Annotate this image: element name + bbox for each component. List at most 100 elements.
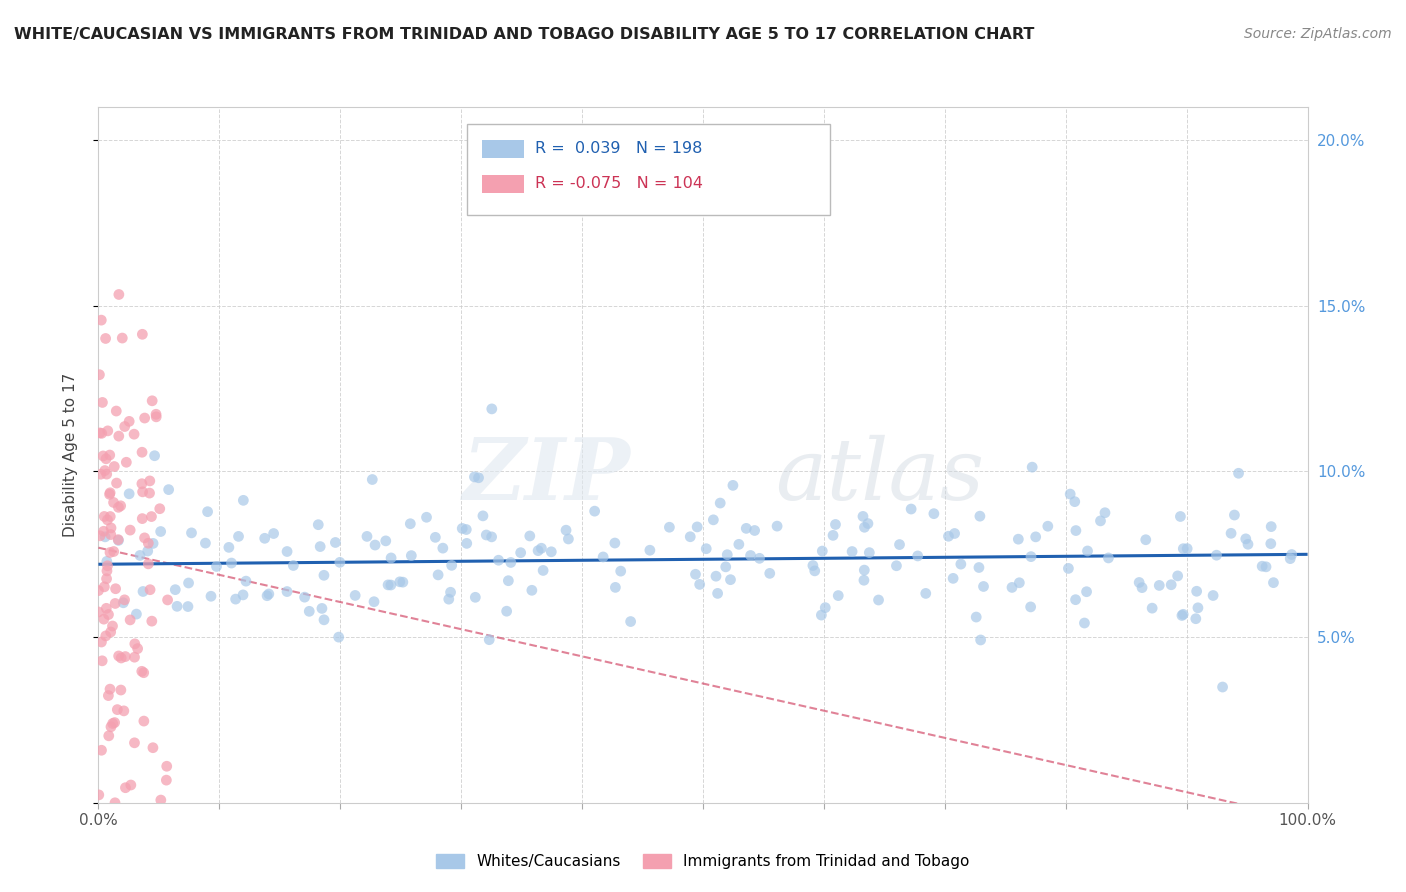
Point xyxy=(440,558,463,573)
Point xyxy=(1170,509,1192,524)
Point xyxy=(1212,680,1234,694)
Point xyxy=(889,538,911,552)
Point xyxy=(686,520,709,534)
Point xyxy=(124,650,146,665)
Point xyxy=(107,648,129,663)
Point xyxy=(104,796,127,810)
Point xyxy=(695,541,717,556)
Point xyxy=(1135,533,1157,547)
Point xyxy=(1281,548,1303,562)
Point xyxy=(583,504,606,518)
Point xyxy=(401,549,423,563)
Point xyxy=(1057,561,1080,575)
Point xyxy=(361,473,384,487)
Point xyxy=(165,582,187,597)
Point xyxy=(481,401,503,416)
Point xyxy=(886,558,908,573)
Point xyxy=(1185,612,1208,626)
Point xyxy=(841,544,863,558)
Point xyxy=(456,523,478,537)
Point xyxy=(488,553,510,567)
Text: R =  0.039   N = 198: R = 0.039 N = 198 xyxy=(534,141,703,156)
Point xyxy=(329,555,352,569)
Point xyxy=(145,409,167,424)
Point xyxy=(98,545,121,559)
Point xyxy=(136,557,159,571)
Point xyxy=(96,564,118,578)
Point xyxy=(827,589,849,603)
Point xyxy=(96,554,118,568)
Point xyxy=(689,577,711,591)
Point xyxy=(96,513,118,527)
Point xyxy=(200,589,222,603)
Point xyxy=(520,583,543,598)
Point xyxy=(702,513,724,527)
Point xyxy=(94,629,117,643)
Point xyxy=(232,588,254,602)
Point xyxy=(114,592,136,607)
Point xyxy=(276,544,298,558)
Point xyxy=(91,449,114,463)
Point xyxy=(1237,537,1260,551)
Point xyxy=(131,665,153,679)
Point xyxy=(1227,467,1250,481)
Point xyxy=(868,593,890,607)
Point xyxy=(679,530,702,544)
Point xyxy=(218,541,240,555)
Point xyxy=(110,499,132,513)
Point xyxy=(900,502,922,516)
Point xyxy=(104,597,127,611)
Point xyxy=(388,574,411,589)
Point xyxy=(478,632,501,647)
Point xyxy=(531,564,554,578)
Point xyxy=(1007,532,1029,546)
Point xyxy=(852,509,875,524)
Point xyxy=(96,558,118,573)
Point xyxy=(107,533,129,547)
Point xyxy=(118,487,141,501)
Point xyxy=(194,536,217,550)
Text: WHITE/CAUCASIAN VS IMMIGRANTS FROM TRINIDAD AND TOBAGO DISABILITY AGE 5 TO 17 CO: WHITE/CAUCASIAN VS IMMIGRANTS FROM TRINI… xyxy=(14,27,1035,42)
Point xyxy=(1202,589,1225,603)
Point xyxy=(124,736,146,750)
Point xyxy=(1173,607,1195,622)
Point xyxy=(721,478,744,492)
Point xyxy=(141,614,163,628)
Point xyxy=(110,683,132,698)
Point xyxy=(141,509,163,524)
Point xyxy=(134,531,156,545)
Point xyxy=(93,509,115,524)
Point xyxy=(139,582,162,597)
Point xyxy=(475,528,498,542)
Point xyxy=(1175,541,1198,556)
Point xyxy=(225,592,247,607)
Point xyxy=(1205,548,1227,562)
Point xyxy=(638,543,661,558)
Point xyxy=(180,525,202,540)
Point xyxy=(856,516,879,531)
Point xyxy=(89,368,111,382)
Point xyxy=(141,393,163,408)
Point xyxy=(714,559,737,574)
Point xyxy=(527,543,550,558)
Point xyxy=(104,715,127,730)
Point xyxy=(134,411,156,425)
Point xyxy=(704,569,727,583)
Point xyxy=(156,759,179,773)
Point xyxy=(456,536,478,550)
Point xyxy=(90,467,112,482)
Y-axis label: Disability Age 5 to 17: Disability Age 5 to 17 xyxy=(63,373,77,537)
Point xyxy=(103,495,125,509)
FancyBboxPatch shape xyxy=(467,124,830,215)
Point xyxy=(87,605,110,619)
Point xyxy=(131,484,153,499)
Point xyxy=(811,544,834,558)
Point xyxy=(720,573,742,587)
Point xyxy=(98,487,121,501)
Point xyxy=(609,564,631,578)
Point xyxy=(107,500,129,515)
Point xyxy=(97,729,120,743)
Point xyxy=(907,549,929,563)
Point xyxy=(257,587,280,601)
Point xyxy=(132,665,155,680)
